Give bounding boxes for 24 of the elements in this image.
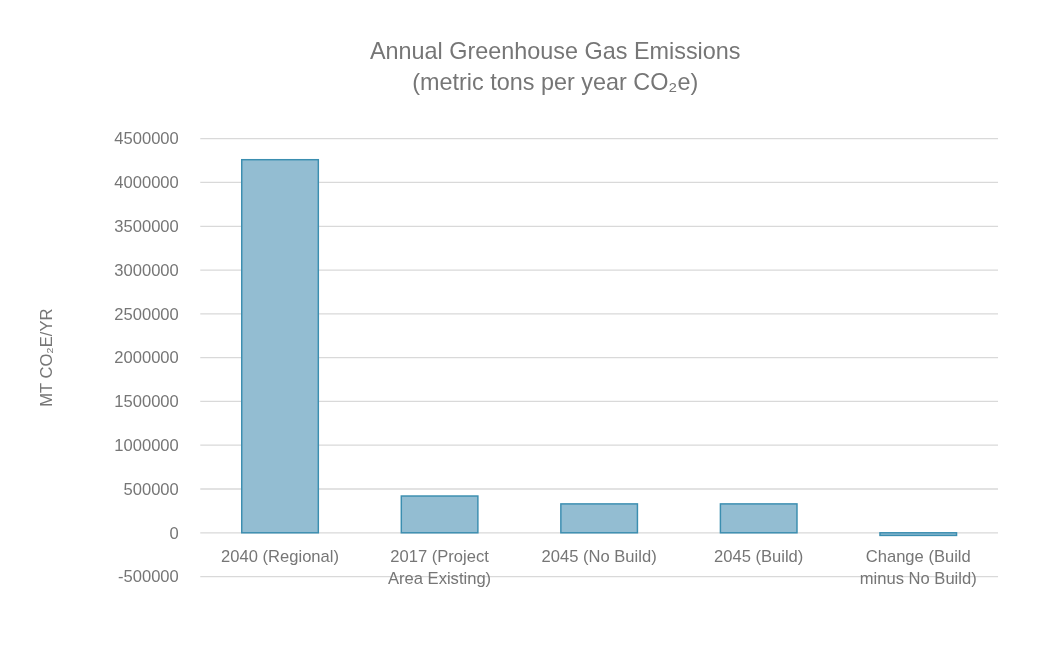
chart-title: Annual Greenhouse Gas Emissions: [369, 37, 741, 64]
x-tick-label: 2045 (Build): [714, 547, 804, 567]
x-tick-label: 2040 (Regional): [221, 547, 339, 567]
x-tick-label: Change (Build minus No Build): [859, 547, 977, 588]
y-axis-title: MT CO₂E/YR: [37, 308, 57, 407]
y-tick-label: 1000000: [114, 436, 179, 456]
y-tick-label: 4500000: [114, 129, 179, 149]
bar: [879, 532, 958, 537]
y-tick-label: -500000: [118, 567, 179, 587]
bar: [241, 158, 320, 534]
x-tick-label: 2017 (Project Area Existing): [388, 547, 492, 588]
x-tick-label: 2045 (No Build): [541, 547, 657, 567]
y-tick-label: 1500000: [114, 392, 179, 412]
y-tick-label: 3500000: [114, 217, 179, 237]
y-tick-label: 3000000: [114, 260, 179, 280]
bar: [400, 495, 479, 534]
y-tick-label: 2500000: [114, 304, 179, 324]
y-tick-label: 2000000: [114, 348, 179, 368]
y-tick-label: 500000: [123, 479, 179, 499]
bar: [719, 503, 798, 534]
chart-subtitle: (metric tons per year CO₂e): [412, 68, 699, 95]
y-tick-label: 4000000: [114, 173, 179, 193]
bar: [560, 503, 639, 534]
y-tick-label: 0: [169, 523, 179, 543]
